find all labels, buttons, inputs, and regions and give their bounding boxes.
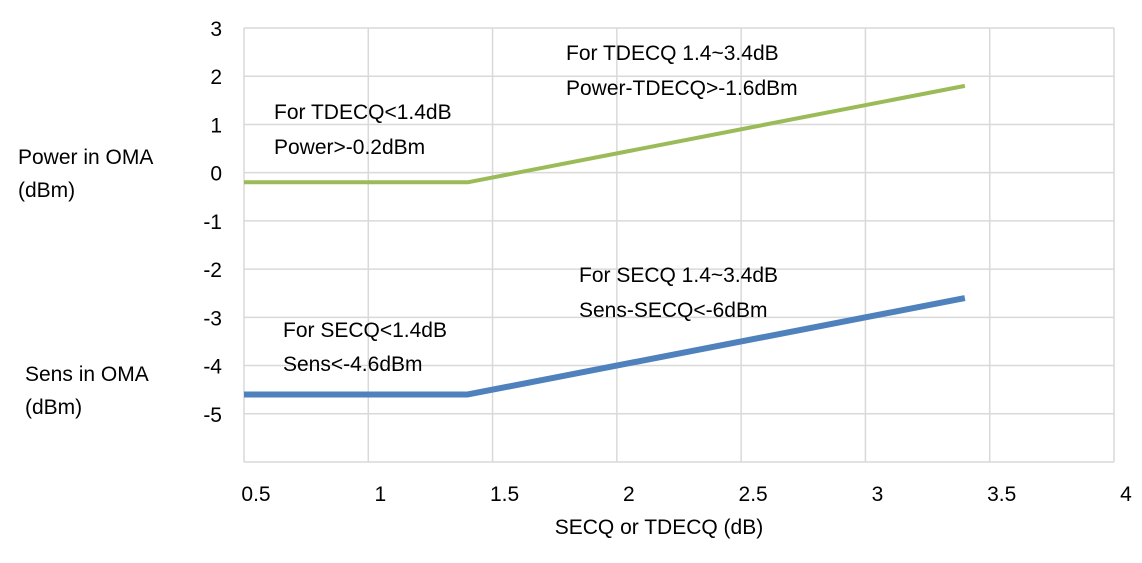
- series-line-sens: [244, 295, 966, 398]
- y-tick-label: -2: [203, 259, 222, 282]
- y-axis-label-sens-line1: Sens in OMA: [25, 363, 149, 386]
- x-tick-labels: 0.5 1 1.5 2 2.5 3 3.5 4: [241, 483, 1132, 506]
- y-tick-label: -4: [203, 356, 222, 379]
- x-tick-label: 1.5: [490, 483, 519, 506]
- x-tick-label: 3.5: [987, 483, 1016, 506]
- annotation-secq-low-line1: For SECQ<1.4dB: [283, 319, 447, 342]
- x-axis-label: SECQ or TDECQ (dB): [555, 516, 763, 539]
- y-tick-label: -1: [203, 211, 222, 234]
- x-tick-label: 3: [872, 483, 884, 506]
- annotation-tdecq-range-line2: Power-TDECQ>-1.6dBm: [566, 77, 798, 100]
- y-tick-label: -3: [203, 307, 222, 330]
- y-axis-label-sens-line2: (dBm): [25, 396, 82, 419]
- y-axis-label-power-line1: Power in OMA: [18, 146, 153, 169]
- y-tick-label: 0: [210, 163, 222, 186]
- x-tick-label: 4: [1120, 483, 1132, 506]
- series-line-power: [244, 83, 966, 185]
- annotation-secq-range-line2: Sens-SECQ<-6dBm: [579, 299, 768, 322]
- y-tick-label: 3: [210, 18, 222, 41]
- x-tick-label: 2.5: [739, 483, 768, 506]
- series-lines: [244, 83, 966, 398]
- y-tick-labels: 3 2 1 0 -1 -2 -3 -4 -5: [203, 18, 222, 427]
- y-tick-label: 1: [210, 114, 222, 137]
- annotation-tdecq-range-line1: For TDECQ 1.4~3.4dB: [566, 42, 779, 65]
- annotation-secq-low-line2: Sens<-4.6dBm: [283, 353, 423, 376]
- annotation-secq-range-line1: For SECQ 1.4~3.4dB: [579, 264, 778, 287]
- x-tick-label: 2: [623, 483, 635, 506]
- annotation-tdecq-low-line1: For TDECQ<1.4dB: [274, 101, 452, 124]
- y-axis-label-power-line2: (dBm): [18, 179, 75, 202]
- annotation-tdecq-low-line2: Power>-0.2dBm: [274, 136, 425, 159]
- y-tick-label: -5: [203, 404, 222, 427]
- x-tick-label: 0.5: [241, 483, 270, 506]
- gridlines: [243, 27, 1115, 463]
- x-tick-label: 1: [374, 483, 386, 506]
- y-tick-label: 2: [210, 66, 222, 89]
